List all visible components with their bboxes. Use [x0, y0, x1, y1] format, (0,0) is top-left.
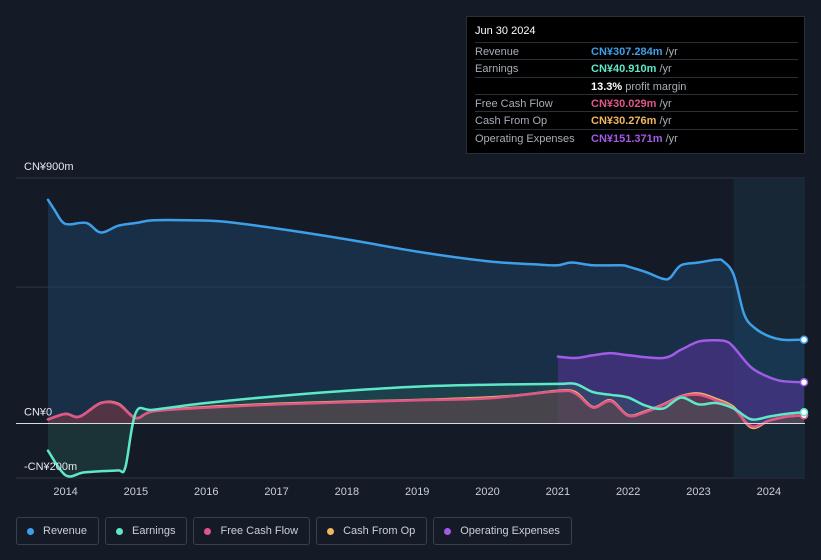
legend-dot-icon [27, 527, 34, 535]
tooltip-row-label: Revenue [475, 46, 520, 58]
legend-dot-icon [327, 527, 335, 535]
tooltip-panel: Jun 30 2024 Revenue CN¥307.284m /yr Earnin… [466, 16, 805, 154]
tooltip-row: Earnings CN¥40.910m /yr [475, 59, 798, 77]
line-operating-expenses [556, 339, 806, 384]
tooltip-row-unit: profit margin [625, 80, 687, 93]
x-tick-label: 2024 [757, 486, 781, 498]
tooltip-row-unit: /yr [659, 115, 672, 128]
x-tick-label: 2016 [194, 486, 218, 498]
tooltip-row: 13.3% profit margin [475, 76, 798, 95]
area-operating-expenses [557, 340, 804, 424]
legend-label: Operating Expenses [460, 525, 560, 537]
tooltip-row: Free Cash Flow CN¥30.029m /yr [475, 93, 798, 112]
legend-label: Revenue [43, 525, 88, 537]
legend-label: Free Cash Flow [220, 525, 299, 537]
legend-dot-icon [204, 527, 212, 535]
tooltip-row-value: CN¥30.276m /yr [591, 115, 672, 128]
tooltip-row-label: Cash From Op [475, 115, 548, 128]
tooltip-date: Jun 30 2024 [475, 25, 536, 37]
x-tick-label: 2019 [405, 486, 429, 498]
tooltip-row: Revenue CN¥307.284m /yr [475, 42, 798, 60]
tooltip-row-value: CN¥30.029m /yr [591, 97, 672, 110]
tooltip-row: Cash From Op CN¥30.276m /yr [475, 111, 798, 129]
tooltip-row-unit: /yr [659, 63, 672, 76]
line-earnings [46, 382, 806, 478]
area-free-cash-flow [48, 390, 804, 427]
y-axis-label: -CN¥200m [24, 461, 77, 473]
y-axis-label: CN¥900m [24, 161, 74, 173]
x-tick-label: 2021 [546, 486, 570, 498]
tooltip-row-value: CN¥307.284m /yr [591, 46, 678, 58]
tooltip-row-label: Earnings [475, 63, 519, 76]
tooltip-row-label: Free Cash Flow [475, 97, 553, 110]
legend-item-earnings[interactable]: Earnings [105, 517, 188, 545]
y-axis-label: CN¥0 [24, 406, 52, 418]
tooltip-row-value: CN¥40.910m /yr [591, 63, 672, 76]
legend-dot-icon [116, 527, 124, 535]
legend-item-cash-from-op[interactable]: Cash From Op [316, 517, 428, 545]
x-tick-label: 2017 [264, 486, 288, 498]
x-tick-label: 2014 [53, 486, 77, 498]
tooltip-row-unit: /yr [659, 97, 672, 110]
tooltip-row-value: CN¥151.371m /yr [591, 132, 678, 145]
x-tick-label: 2018 [335, 486, 359, 498]
tooltip-row-value: 13.3% profit margin [591, 80, 687, 93]
chart-legend: Revenue Earnings Free Cash Flow Cash From O… [16, 517, 572, 545]
end-marker [799, 335, 809, 344]
end-marker [799, 378, 809, 387]
legend-item-free-cash-flow[interactable]: Free Cash Flow [193, 517, 311, 545]
tooltip-row-unit: /yr [665, 132, 678, 145]
tooltip-row-label: Operating Expenses [475, 132, 575, 145]
end-marker [799, 408, 809, 417]
line-revenue [46, 198, 806, 342]
tooltip-row-unit: /yr [665, 46, 678, 58]
legend-label: Cash From Op [343, 525, 416, 537]
tooltip-row: Operating Expenses CN¥151.371m /yr [475, 128, 798, 147]
x-tick-label: 2020 [475, 486, 499, 498]
area-cash-from-op [48, 390, 804, 428]
forecast-region [733, 178, 805, 478]
x-tick-label: 2022 [616, 486, 640, 498]
legend-item-revenue[interactable]: Revenue [16, 517, 100, 545]
x-tick-label: 2023 [686, 486, 710, 498]
legend-item-operating-expenses[interactable]: Operating Expenses [433, 517, 572, 545]
legend-label: Earnings [132, 525, 176, 537]
x-tick-label: 2015 [124, 486, 148, 498]
legend-dot-icon [444, 527, 452, 535]
